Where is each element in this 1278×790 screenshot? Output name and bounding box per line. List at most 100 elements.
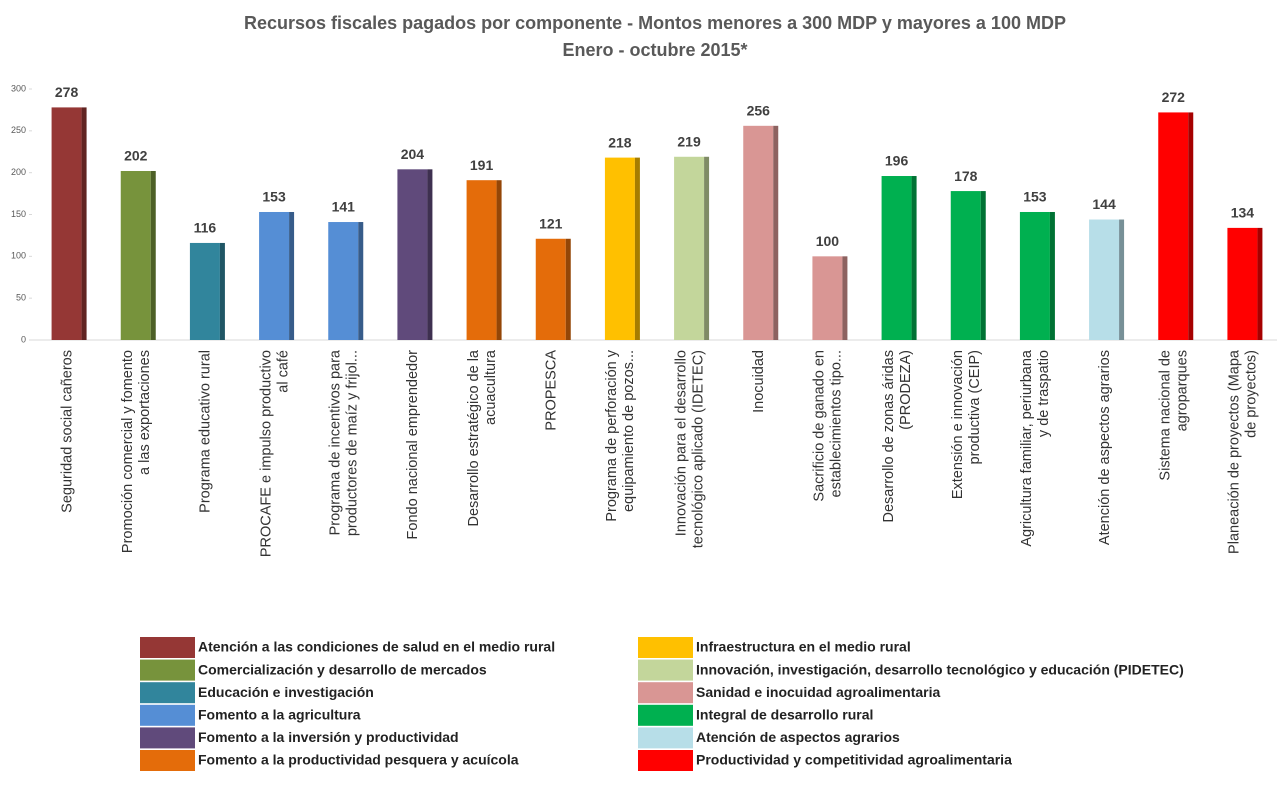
x-tick-label: Promoción comercial y fomento (120, 350, 136, 553)
x-tick-label: Programa de perforación y (604, 349, 620, 521)
bar (120, 170, 151, 340)
chart-subtitle: Enero - octubre 2015* (562, 40, 747, 60)
legend-label: Atención de aspectos agrarios (696, 729, 900, 745)
bar-side (565, 238, 571, 340)
legend-swatch (140, 682, 195, 704)
value-label: 256 (747, 103, 771, 119)
x-tick-label: al café (275, 350, 291, 393)
x-tick-label: (PRODEZA) (898, 350, 914, 430)
chart-title: Recursos fiscales pagados por componente… (244, 13, 1066, 33)
legend-label: Atención a las condiciones de salud en e… (198, 639, 555, 655)
x-tick-label: de proyectos) (1244, 350, 1260, 438)
bar (1089, 219, 1120, 340)
x-tick-label: Fondo nacional emprendedor (405, 350, 421, 540)
y-tick-label: 300 (11, 83, 26, 93)
value-label: 153 (262, 189, 286, 205)
value-label: 178 (954, 168, 978, 184)
bar (466, 180, 497, 340)
bar (1158, 112, 1189, 340)
legend-swatch (140, 637, 195, 658)
x-tick-label: PROCAFE e impulso productivo (258, 350, 274, 557)
x-tick-label: Seguridad social cañeros (59, 350, 75, 513)
x-tick-label: Desarrollo de zonas áridas (881, 350, 897, 522)
bar-side (150, 170, 156, 340)
bar-side (427, 169, 433, 340)
legend-label: Fomento a la productividad pesquera y ac… (198, 752, 519, 768)
value-label: 153 (1023, 189, 1047, 205)
y-tick-label: 200 (11, 167, 26, 177)
bar-side (81, 107, 87, 340)
value-label: 191 (470, 157, 494, 173)
value-label: 204 (401, 146, 425, 162)
legend-swatch (638, 727, 693, 749)
bar (812, 256, 843, 340)
x-tick-label: agroparques (1175, 350, 1191, 431)
x-tick-label: acuacultura (483, 349, 499, 425)
bar-side (842, 256, 848, 340)
y-tick-label: 0 (21, 334, 26, 344)
value-label: 121 (539, 215, 563, 231)
bar-side (634, 157, 640, 340)
value-label: 218 (608, 134, 632, 150)
x-tick-label: Sistema nacional de (1158, 350, 1174, 481)
legend-swatch (638, 750, 693, 771)
legend-label: Infraestructura en el medio rural (696, 639, 911, 655)
x-tick-label: Agricultura familiar, periurbana (1019, 349, 1035, 547)
y-tick-label: 150 (11, 209, 26, 219)
bar (328, 222, 359, 340)
bar (674, 156, 705, 340)
bar-side (980, 191, 986, 340)
bar (950, 191, 981, 340)
bar-side (219, 242, 225, 340)
legend-label: Fomento a la agricultura (198, 707, 361, 723)
bar (51, 107, 82, 340)
legend-swatch (140, 727, 195, 749)
x-tick-label: y de traspatio (1036, 350, 1052, 437)
bar-side (704, 156, 710, 340)
x-tick-label: tecnológico aplicado (IDETEC) (690, 350, 706, 548)
legend-label: Fomento a la inversión y productividad (198, 729, 459, 745)
x-tick-label: Atención de aspectos agrarios (1097, 350, 1113, 545)
legend-label: Integral de desarrollo rural (696, 707, 873, 723)
x-tick-label: Desarrollo estratégico de la (466, 349, 482, 526)
bar-side (496, 180, 502, 340)
bar-side (1188, 112, 1194, 340)
x-tick-label: a las exportaciones (137, 350, 153, 475)
x-tick-label: equipamiento de pozos... (621, 350, 637, 512)
y-tick-label: 100 (11, 251, 26, 261)
legend-swatch (140, 704, 195, 726)
value-label: 196 (885, 153, 909, 169)
bar-side (1049, 211, 1055, 340)
legend-swatch (140, 750, 195, 771)
value-label: 141 (332, 199, 356, 215)
bar (1227, 227, 1258, 340)
bar-side (289, 211, 295, 340)
legend-swatch (638, 682, 693, 704)
value-label: 144 (1092, 196, 1116, 212)
bar (535, 238, 566, 340)
legend-swatch (638, 637, 693, 658)
value-label: 202 (124, 148, 148, 164)
value-label: 272 (1162, 89, 1186, 105)
legend-swatch (638, 704, 693, 726)
bar-side (911, 176, 917, 340)
value-label: 116 (194, 220, 217, 236)
x-tick-label: Planeación de proyectos (Mapa (1227, 349, 1243, 554)
x-tick-label: Sacrificio de ganado en (812, 350, 828, 502)
value-label: 100 (816, 233, 840, 249)
bar (743, 125, 774, 341)
legend-swatch (638, 659, 693, 681)
bar-side (1119, 219, 1125, 340)
x-tick-label: establecimientos tipo... (829, 350, 845, 498)
x-tick-label: Inocuidad (751, 350, 767, 413)
legend-label: Innovación, investigación, desarrollo te… (696, 661, 1184, 677)
x-tick-label: Programa educativo rural (198, 350, 214, 513)
x-tick-label: productores de maíz y frijol... (345, 350, 361, 536)
y-tick-label: 250 (11, 125, 26, 135)
legend-label: Comercialización y desarrollo de mercado… (198, 661, 487, 677)
legend-label: Sanidad e inocuidad agroalimentaria (696, 684, 940, 700)
legend-label: Educación e investigación (198, 684, 374, 700)
x-tick-label: PROPESCA (544, 350, 560, 431)
bar (881, 176, 912, 340)
